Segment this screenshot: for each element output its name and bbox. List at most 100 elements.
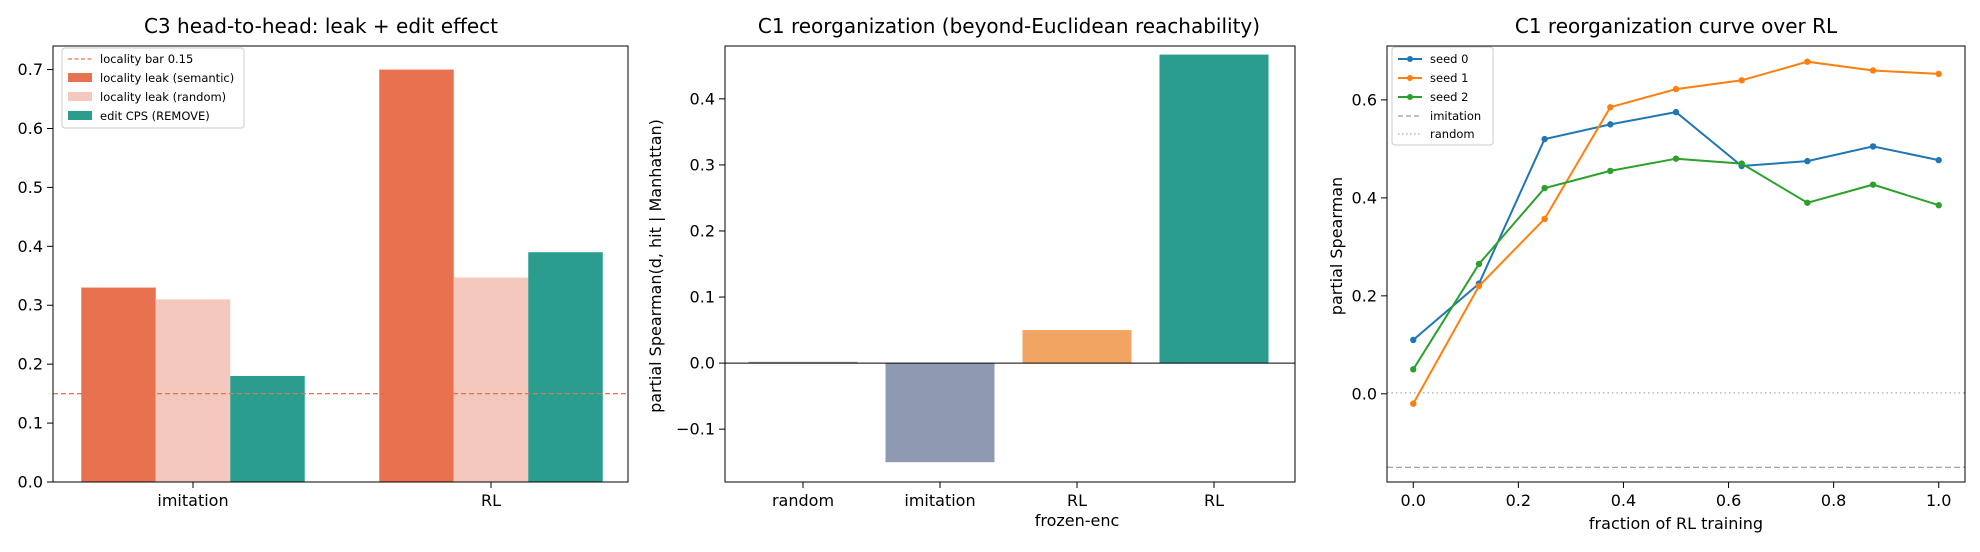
bar-imitation xyxy=(885,363,995,463)
point-seed-0-0.25 xyxy=(1541,135,1548,143)
legend-label-seed-1: seed 1 xyxy=(1430,71,1468,85)
legend-label-seed-0: seed 0 xyxy=(1430,52,1468,66)
x-tick-label: 0.6 xyxy=(1716,491,1741,510)
y-tick-label: 0.6 xyxy=(1352,90,1377,109)
y-tick-label: 0.1 xyxy=(690,288,715,307)
bar-locality-leak-random-imitation xyxy=(155,299,231,482)
y-tick-label: 0.4 xyxy=(18,237,43,256)
legend: locality bar 0.15 locality leak (semanti… xyxy=(61,47,245,129)
x-tick-label: 0.2 xyxy=(1506,491,1531,510)
plot-frame xyxy=(52,45,629,483)
y-tick-label: 0.1 xyxy=(18,414,43,433)
series-line-seed-0 xyxy=(1412,111,1939,341)
chart-title: C1 reorganization (beyond-Euclidean reac… xyxy=(758,14,1260,38)
chart-panel-reorganization: C1 reorganization (beyond-Euclidean reac… xyxy=(646,14,1296,530)
y-tick-label: 0.6 xyxy=(18,119,43,138)
x-tick-label: 0.4 xyxy=(1611,491,1636,510)
point-seed-1-0.125 xyxy=(1475,282,1483,290)
point-seed-1-0.375 xyxy=(1607,104,1614,111)
point-seed-1-1 xyxy=(1935,70,1942,78)
x-tick-label: random xyxy=(772,491,834,510)
legend-label-leak-random: locality leak (random) xyxy=(100,90,226,104)
point-seed-1-0.875 xyxy=(1869,67,1877,74)
point-seed-2-0.75 xyxy=(1804,199,1811,206)
x-tick-label: imitation xyxy=(904,491,975,510)
legend-marker-seed-2 xyxy=(1407,94,1413,100)
legend-label-locality-bar: locality bar 0.15 xyxy=(100,52,193,66)
y-tick-label: 0.7 xyxy=(18,60,43,79)
point-seed-0-0 xyxy=(1410,336,1417,344)
y-tick-label: 0.5 xyxy=(18,178,43,197)
bar-locality-leak-random-rl xyxy=(453,277,529,482)
legend-marker-seed-0 xyxy=(1407,56,1413,62)
bar-rl-frozen-enc xyxy=(1022,330,1132,364)
y-tick-label: 0.2 xyxy=(18,355,43,374)
y-axis-label: partial Spearman(d, hit | Manhattan) xyxy=(646,119,665,413)
chart-title: C3 head-to-head: leak + edit effect xyxy=(144,14,498,38)
y-tick-label: 0.2 xyxy=(1352,286,1377,305)
x-tick-label: RL xyxy=(481,491,501,510)
legend-swatch-leak-semantic xyxy=(68,73,92,82)
plot-frame xyxy=(724,45,1296,483)
legend-marker-seed-1 xyxy=(1407,75,1413,81)
x-tick-label: 1.0 xyxy=(1926,491,1951,510)
x-tick-label: imitation xyxy=(157,491,228,510)
y-tick-label: 0.4 xyxy=(690,89,715,108)
y-tick-label: 0.2 xyxy=(690,221,715,240)
point-seed-2-0.25 xyxy=(1541,184,1548,192)
legend-label-random: random xyxy=(1430,127,1475,141)
legend-label-seed-2: seed 2 xyxy=(1430,90,1468,104)
plot-frame xyxy=(1386,45,1966,483)
point-seed-1-0.625 xyxy=(1738,77,1745,84)
legend-frame xyxy=(61,47,245,129)
point-seed-2-0.5 xyxy=(1672,155,1680,162)
legend-label-edit-cps: edit CPS (REMOVE) xyxy=(100,109,210,123)
point-seed-2-0.125 xyxy=(1475,260,1483,268)
point-seed-1-0.25 xyxy=(1541,215,1548,223)
bar-random xyxy=(748,361,858,364)
x-tick-label: 0.0 xyxy=(1401,491,1426,510)
x-tick-label: RL xyxy=(1067,491,1087,510)
legend-label-imitation: imitation xyxy=(1430,109,1481,123)
point-seed-0-0.5 xyxy=(1672,108,1680,116)
bar-locality-leak-semantic-rl xyxy=(379,69,454,482)
y-tick-label: 0.4 xyxy=(1352,188,1377,207)
x-axis-label: fraction of RL training xyxy=(1589,514,1763,533)
x-tick-label: 0.8 xyxy=(1821,491,1846,510)
bar-locality-leak-semantic-imitation xyxy=(81,287,156,482)
y-tick-label: 0.0 xyxy=(18,473,43,492)
bar-edit-cps-remove-rl xyxy=(528,252,603,482)
point-seed-2-0.375 xyxy=(1607,167,1614,175)
x-tick-label: RL xyxy=(1204,491,1224,510)
bar-rl xyxy=(1159,54,1269,364)
chart-panel-reorganization-curve: C1 reorganization curve over RL fraction… xyxy=(1327,14,1966,533)
point-seed-0-0.375 xyxy=(1607,121,1614,128)
legend-swatch-leak-random xyxy=(68,92,92,101)
point-seed-1-0.5 xyxy=(1672,85,1680,93)
legend: seed 0 seed 1 seed 2 imitation random xyxy=(1391,46,1494,146)
bar-edit-cps-remove-imitation xyxy=(230,375,305,482)
legend-frame xyxy=(1391,46,1494,146)
y-tick-label: −0.1 xyxy=(676,420,715,439)
y-tick-label: 0.0 xyxy=(1352,384,1377,403)
y-tick-label: 0.0 xyxy=(690,354,715,373)
point-seed-0-1 xyxy=(1935,156,1942,164)
point-seed-2-1 xyxy=(1935,202,1942,209)
x-tick-sublabel: frozen-enc xyxy=(1035,511,1120,530)
y-tick-label: 0.3 xyxy=(690,155,715,174)
y-axis-label: partial Spearman xyxy=(1327,177,1346,315)
point-seed-2-0.875 xyxy=(1869,181,1877,188)
legend-label-leak-semantic: locality leak (semantic) xyxy=(100,71,234,85)
point-seed-0-0.75 xyxy=(1804,157,1811,165)
point-seed-2-0.625 xyxy=(1738,160,1745,167)
point-seed-0-0.875 xyxy=(1869,143,1877,150)
point-seed-1-0.75 xyxy=(1804,58,1811,65)
y-tick-label: 0.3 xyxy=(18,296,43,315)
legend-swatch-edit-cps xyxy=(68,111,92,120)
chart-title: C1 reorganization curve over RL xyxy=(1515,14,1838,38)
point-seed-2-0 xyxy=(1410,366,1417,373)
chart-panel-leak-edit: C3 head-to-head: leak + edit effect 0.0 0… xyxy=(18,14,629,510)
point-seed-1-0 xyxy=(1410,400,1417,407)
series-line-seed-2 xyxy=(1412,157,1939,370)
